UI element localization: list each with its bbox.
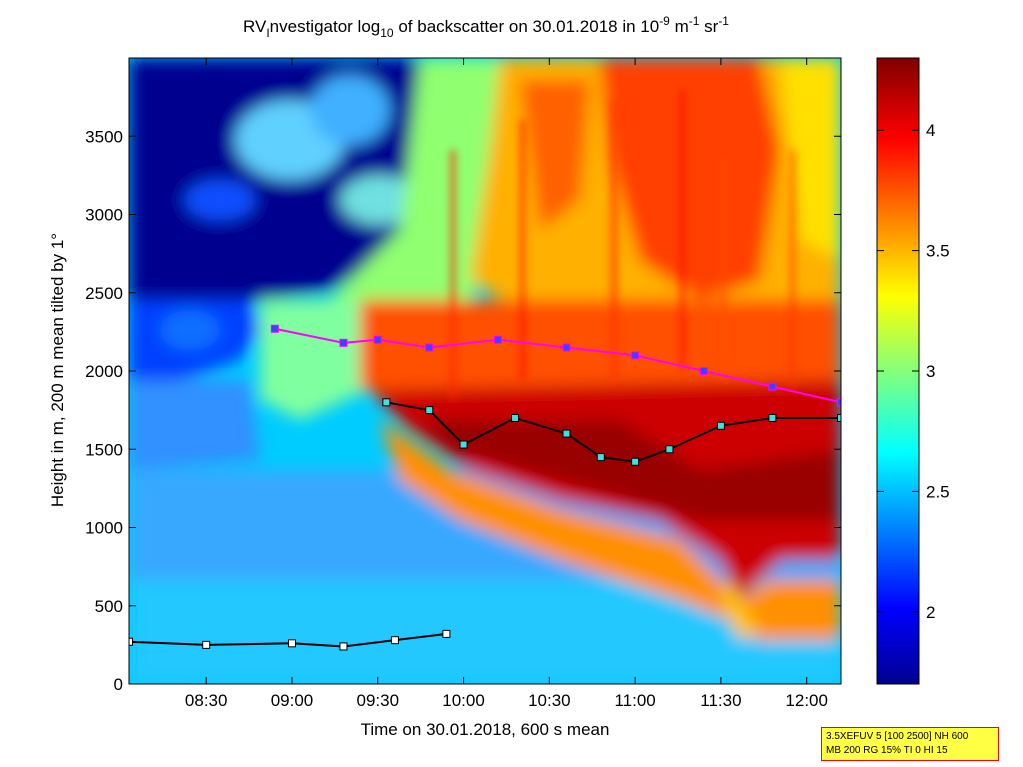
surface-layer-marker (202, 640, 211, 649)
y-tick-label: 500 (95, 597, 123, 616)
aerosol-top-marker (270, 324, 279, 333)
x-axis: 08:30 09:00 09:30 10:00 10:30 11:00 11:30 12:00 (185, 58, 828, 710)
aerosol-top-marker (562, 343, 571, 352)
y-tick-label: 1500 (85, 440, 123, 459)
cloud-top-marker (511, 413, 520, 422)
aerosol-top-line (274, 327, 841, 404)
x-tick-label: 09:00 (271, 691, 314, 710)
cloud-top-marker (459, 440, 468, 449)
cloud-top-marker (837, 413, 841, 422)
cloud-top-marker (382, 398, 391, 407)
aerosol-top-marker (768, 382, 777, 391)
colorbar-tick-label: 2 (926, 603, 935, 622)
heatmap-plot (129, 58, 841, 684)
y-tick-label: 0 (114, 675, 123, 694)
colorbar-tick-label: 3 (926, 362, 935, 381)
x-tick-label: 10:00 (442, 691, 485, 710)
aerosol-top-marker (493, 335, 502, 344)
colorbar-ticks: 2 2.5 3 3.5 4 (877, 121, 950, 622)
x-tick-label: 08:30 (185, 691, 228, 710)
info-line-1: 3.5XEFUV 5 [100 2500] NH 600 (826, 731, 969, 742)
aerosol-top-marker (425, 343, 434, 352)
surface-layer-marker (287, 639, 296, 648)
x-tick-label: 11:00 (614, 691, 655, 710)
surface-layer-marker (129, 637, 133, 646)
x-axis-label: Time on 30.01.2018, 600 s mean (361, 720, 610, 739)
surface-layer-line (129, 632, 447, 648)
surface-layer-marker (339, 642, 348, 651)
cloud-top-marker (665, 445, 674, 454)
cloud-top-marker (716, 421, 725, 430)
cloud-top-marker (631, 457, 640, 466)
y-tick-label: 3000 (85, 206, 123, 225)
y-axis: 0 500 1000 1500 2000 2500 3000 3500 (85, 127, 841, 694)
y-tick-label: 1000 (85, 519, 123, 538)
aerosol-top-marker (339, 338, 348, 347)
y-axis-label: Height in m, 200 m mean tilted by 1° (48, 233, 67, 507)
x-tick-label: 12:00 (785, 691, 828, 710)
surface-layer-marker (442, 629, 451, 638)
info-box: 3.5XEFUV 5 [100 2500] NH 600 MB 200 RG 1… (821, 727, 999, 761)
y-tick-label: 3500 (85, 127, 123, 146)
cloud-top-marker (425, 406, 434, 415)
cloud-top-marker (768, 413, 777, 422)
aerosol-top-marker (631, 351, 640, 360)
info-line-2: MB 200 RG 15% TI 0 HI 15 (826, 745, 948, 756)
aerosol-top-marker (373, 335, 382, 344)
y-tick-label: 2500 (85, 284, 123, 303)
x-tick-label: 11:30 (700, 691, 741, 710)
colorbar-tick-label: 4 (926, 121, 935, 140)
x-tick-label: 10:30 (528, 691, 571, 710)
surface-layer-marker (390, 636, 399, 645)
aerosol-top-marker (699, 367, 708, 375)
cloud-top-marker (562, 429, 571, 438)
chart-title: RVInvestigator log10 of backscatter on 3… (243, 14, 729, 40)
aerosol-top-marker (837, 398, 841, 407)
y-tick-label: 2000 (85, 362, 123, 381)
colorbar-tick-label: 2.5 (926, 482, 950, 501)
x-tick-label: 09:30 (356, 691, 399, 710)
layer-boundaries (129, 324, 841, 651)
colorbar-tick-label: 3.5 (926, 242, 950, 261)
cloud-top-marker (596, 453, 605, 462)
